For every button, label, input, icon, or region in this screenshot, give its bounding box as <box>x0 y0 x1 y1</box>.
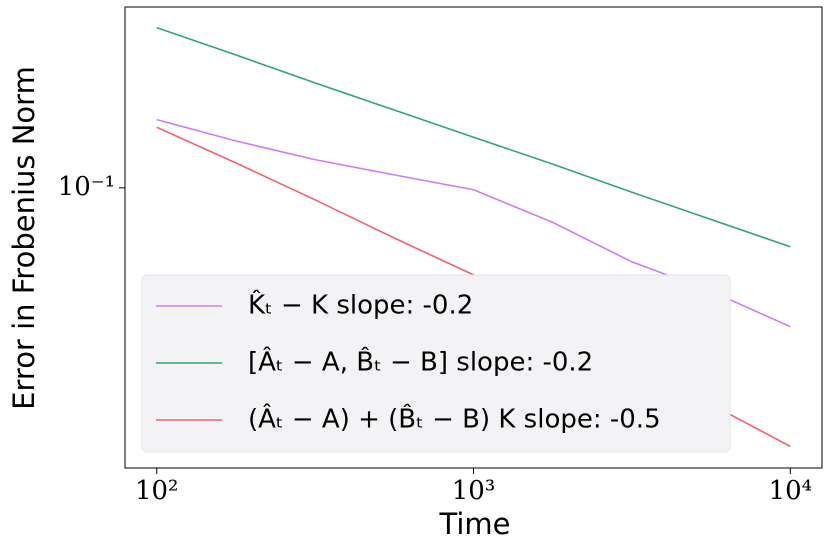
x-tick-label: 10² <box>135 476 179 506</box>
y-tick-label: 10⁻¹ <box>58 172 115 202</box>
legend-box <box>141 274 731 453</box>
series-line <box>156 26 791 248</box>
legend-label: (Âₜ − A) + (B̂ₜ − B) K slope: -0.5 <box>248 403 661 435</box>
legend-label: K̂ₜ − K slope: -0.2 <box>248 289 473 321</box>
x-tick-label: 10⁴ <box>769 476 813 506</box>
x-tick-label: 10³ <box>452 476 496 506</box>
y-axis-label: Error in Frobenius Norm <box>7 66 41 410</box>
x-axis-label: Time <box>439 507 511 541</box>
legend-label: [Âₜ − A, B̂ₜ − B] slope: -0.2 <box>248 346 593 378</box>
